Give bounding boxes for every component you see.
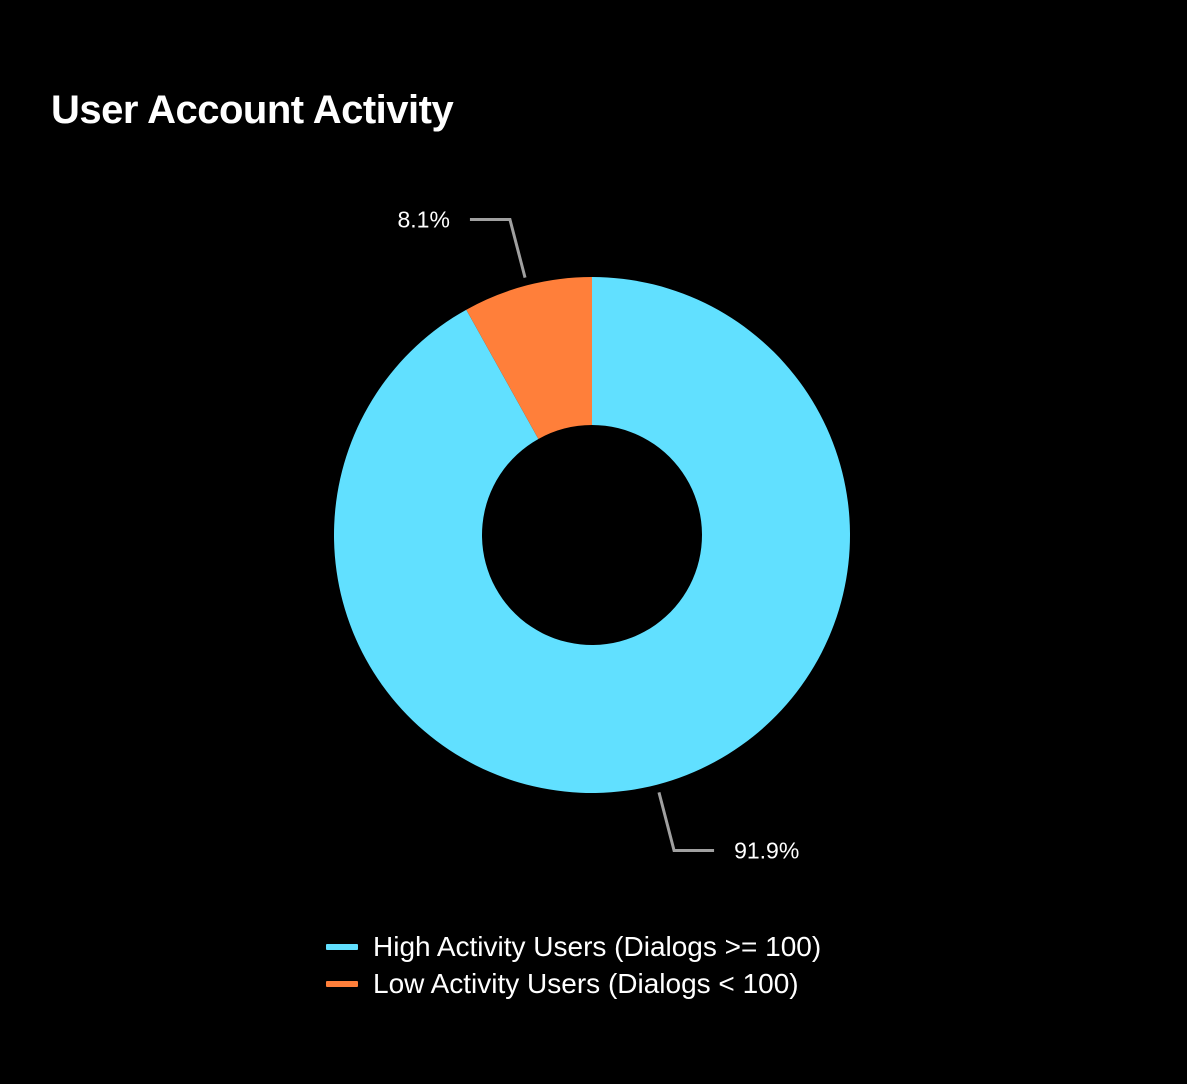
legend-swatch-low-activity: [326, 980, 358, 987]
legend-swatch-high-activity: [326, 943, 358, 950]
legend-label-high-activity: High Activity Users (Dialogs >= 100): [373, 930, 822, 962]
slice-low-activity[interactable]: [466, 277, 592, 439]
legend-item-low-activity[interactable]: Low Activity Users (Dialogs < 100): [326, 965, 821, 1002]
data-label-low-activity: 8.1%: [397, 206, 449, 232]
leader-line-high-activity: [657, 792, 715, 853]
chart-title: User Account Activity: [51, 88, 454, 132]
data-label-high-activity: 91.9%: [734, 838, 799, 864]
legend: High Activity Users (Dialogs >= 100) Low…: [326, 928, 821, 1002]
leader-line-low-activity: [469, 217, 527, 278]
legend-item-high-activity[interactable]: High Activity Users (Dialogs >= 100): [326, 928, 821, 965]
legend-label-low-activity: Low Activity Users (Dialogs < 100): [373, 967, 799, 999]
slice-high-activity[interactable]: [333, 277, 851, 794]
